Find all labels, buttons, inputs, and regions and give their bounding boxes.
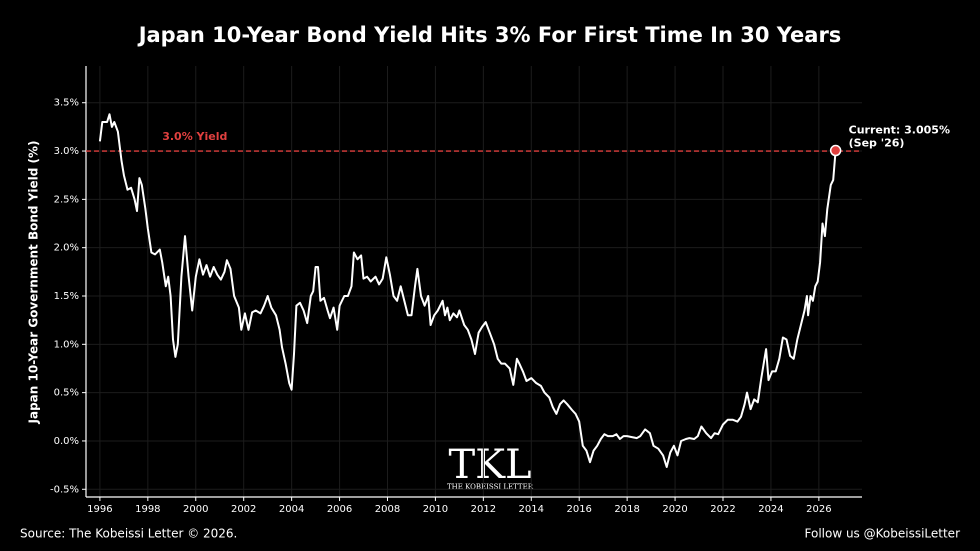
y-tick-label: 2.5% [54, 194, 79, 205]
x-tick-label: 2010 [423, 504, 448, 515]
reference-label: 3.0% Yield [162, 130, 227, 143]
logo-subtext: THE KOBEISSI LETTER [447, 483, 534, 491]
x-tick-label: 2006 [327, 504, 352, 515]
x-tick-label: 1998 [135, 504, 160, 515]
y-tick-label: 0.5% [54, 388, 79, 399]
line [98, 113, 837, 468]
y-tick-label: -0.5% [50, 484, 79, 495]
y-tick-label: 1.0% [54, 339, 79, 350]
x-tick-label: 2012 [471, 504, 496, 515]
y-tick-label: 3.0% [54, 146, 79, 157]
y-axis-label: Japan 10-Year Government Bond Yield (%) [27, 141, 41, 425]
x-tick-label: 2008 [375, 504, 400, 515]
logo: TKL [448, 442, 531, 488]
x-tick-label: 2014 [519, 504, 544, 515]
chart-title: Japan 10-Year Bond Yield Hits 3% For Fir… [137, 23, 842, 47]
x-tick-label: 2004 [279, 504, 304, 515]
y-tick-label: 1.5% [54, 291, 79, 302]
x-tick-label: 2016 [566, 504, 591, 515]
x-tick-label: 2002 [231, 504, 256, 515]
x-tick-label: 2022 [710, 504, 735, 515]
credit: Follow us @KobeissiLetter [805, 527, 961, 541]
x-tick-label: 2024 [758, 504, 783, 515]
y-tick-label: 3.5% [54, 98, 79, 109]
x-tick-label: 2020 [662, 504, 687, 515]
x-tick-label: 2026 [806, 504, 831, 515]
x-tick-label: 2018 [614, 504, 639, 515]
x-tick-label: 2000 [183, 504, 208, 515]
y-tick-label: 0.0% [54, 436, 79, 447]
current-marker [829, 144, 842, 157]
current-label: Current: 3.005% [849, 124, 950, 137]
x-tick-label: 1996 [87, 504, 112, 515]
current-sublabel: (Sep '26) [849, 137, 905, 150]
y-tick-label: 2.0% [54, 243, 79, 254]
source: Source: The Kobeissi Letter © 2026. [20, 527, 237, 541]
